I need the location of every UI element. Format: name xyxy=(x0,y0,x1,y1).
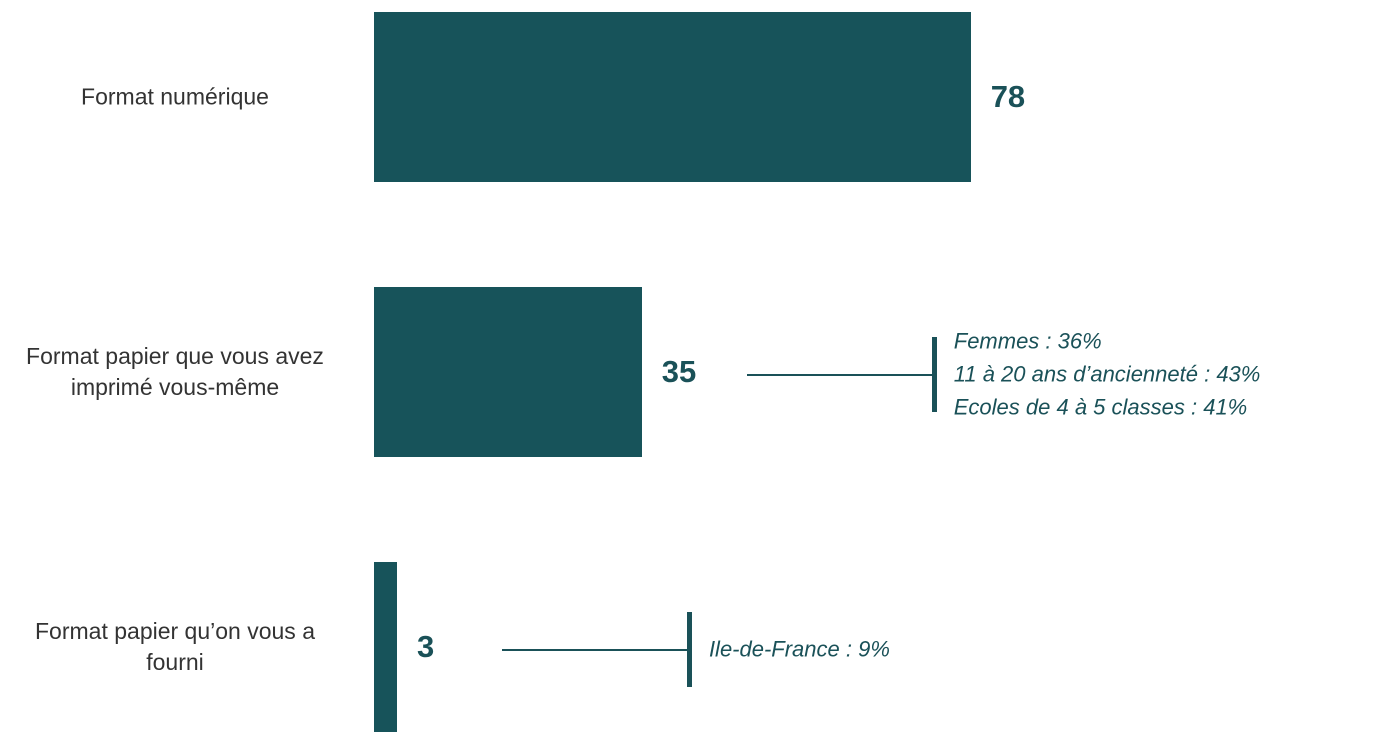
value-label: 35 xyxy=(661,354,697,389)
category-label: Format papier qu’on vous a fourni xyxy=(35,618,315,675)
connector-line xyxy=(746,374,932,376)
bar xyxy=(374,12,971,182)
connector-line xyxy=(501,649,687,651)
annotation: Ecoles de 4 à 5 classes : 41% xyxy=(953,394,1248,420)
bar xyxy=(374,287,642,457)
value-label: 78 xyxy=(990,79,1026,114)
connector-bar xyxy=(931,336,937,412)
connector-bar xyxy=(686,611,692,687)
annotation: Ile-de-France : 9% xyxy=(708,636,890,662)
category-label: Format numérique xyxy=(81,83,269,110)
category-label: Format papier que vous avez imprimé vous… xyxy=(26,343,324,400)
value-label: 3 xyxy=(416,629,435,664)
annotation: Femmes : 36% xyxy=(953,328,1102,354)
bar xyxy=(374,562,397,732)
annotation: 11 à 20 ans d’ancienneté : 43% xyxy=(953,361,1261,387)
